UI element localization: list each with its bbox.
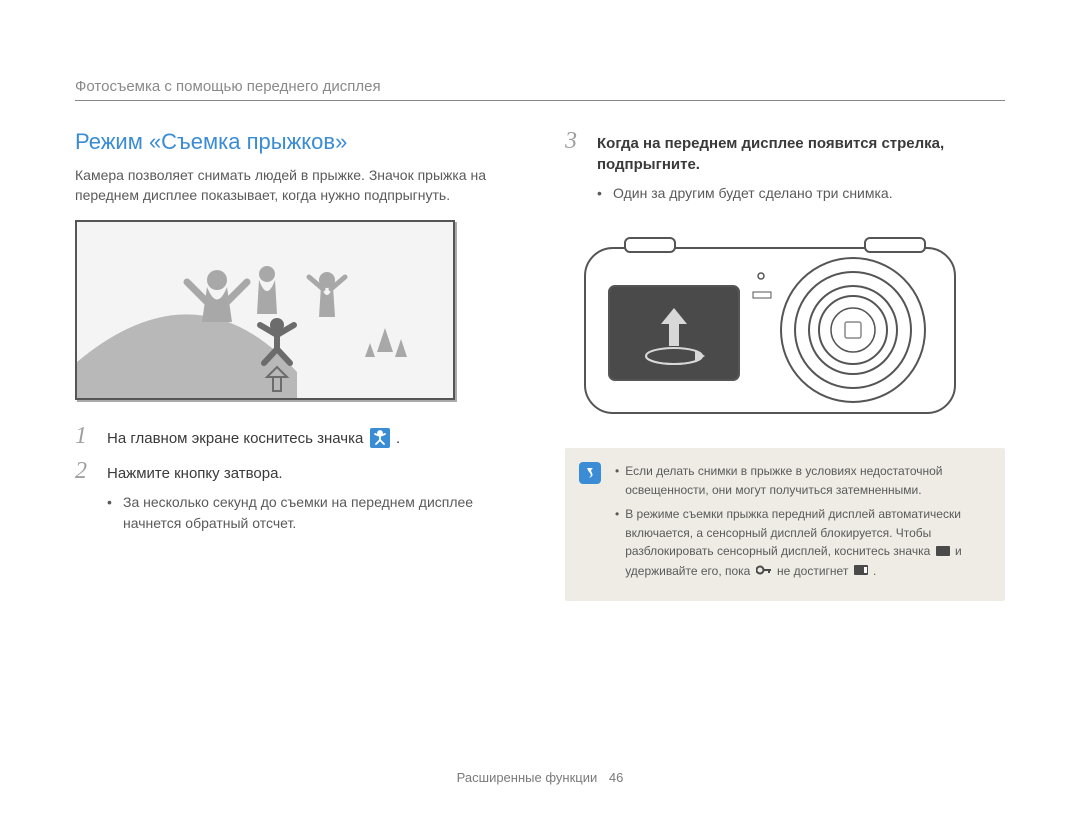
step-number: 1 bbox=[75, 424, 97, 448]
step-2-bullet-text: За несколько секунд до съемки на передне… bbox=[123, 492, 515, 534]
unlock-target-icon bbox=[854, 562, 868, 581]
step-3-text: Когда на переднем дисплее появится стрел… bbox=[597, 133, 1005, 175]
note-2-text-d: . bbox=[873, 564, 876, 578]
step-2: 2 Нажмите кнопку затвора. • За несколько… bbox=[75, 459, 515, 540]
note-bullet-1: • Если делать снимки в прыжке в условиях… bbox=[615, 462, 989, 499]
key-icon bbox=[756, 562, 772, 581]
step-1-text-after: . bbox=[396, 430, 400, 447]
intro-paragraph: Камера позволяет снимать людей в прыжке.… bbox=[75, 165, 515, 206]
jump-illustration bbox=[75, 220, 455, 400]
step-1-text-before: На главном экране коснитесь значка bbox=[107, 430, 368, 447]
info-icon bbox=[579, 462, 601, 484]
section-title: Режим «Съемка прыжков» bbox=[75, 129, 515, 155]
lock-screen-icon bbox=[936, 543, 950, 562]
footer-section: Расширенные функции bbox=[457, 770, 598, 785]
step-2-bullet: • За несколько секунд до съемки на перед… bbox=[107, 492, 515, 534]
breadcrumb: Фотосъемка с помощью переднего дисплея bbox=[75, 78, 381, 95]
note-box: • Если делать снимки в прыжке в условиях… bbox=[565, 448, 1005, 601]
bullet-dot: • bbox=[107, 492, 115, 534]
right-column: 3 Когда на переднем дисплее появится стр… bbox=[565, 129, 1005, 601]
note-2-text-c: не достигнет bbox=[777, 564, 852, 578]
page-number: 46 bbox=[609, 770, 623, 785]
content-columns: Режим «Съемка прыжков» Камера позволяет … bbox=[75, 129, 1005, 601]
step-2-text: Нажмите кнопку затвора. bbox=[107, 463, 515, 484]
step-3-bullet-text: Один за другим будет сделано три снимка. bbox=[613, 183, 893, 204]
step-number: 2 bbox=[75, 459, 97, 483]
note-1-text: Если делать снимки в прыжке в условиях н… bbox=[625, 462, 989, 499]
bullet-dot: • bbox=[597, 183, 605, 204]
step-3: 3 Когда на переднем дисплее появится стр… bbox=[565, 129, 1005, 210]
step-1: 1 На главном экране коснитесь значка . bbox=[75, 424, 515, 449]
jump-mode-icon bbox=[370, 428, 390, 448]
left-column: Режим «Съемка прыжков» Камера позволяет … bbox=[75, 129, 515, 601]
bullet-dot: • bbox=[615, 462, 619, 499]
camera-illustration bbox=[565, 220, 975, 430]
note-content: • Если делать снимки в прыжке в условиях… bbox=[615, 462, 989, 587]
note-2-text-a: В режиме съемки прыжка передний дисплей … bbox=[625, 507, 961, 558]
step-number: 3 bbox=[565, 129, 587, 153]
bullet-dot: • bbox=[615, 505, 619, 580]
note-bullet-2: • В режиме съемки прыжка передний диспле… bbox=[615, 505, 989, 580]
step-3-bullet: • Один за другим будет сделано три снимк… bbox=[597, 183, 1005, 204]
page-footer: Расширенные функции 46 bbox=[0, 770, 1080, 785]
page-header: Фотосъемка с помощью переднего дисплея bbox=[75, 78, 1005, 101]
